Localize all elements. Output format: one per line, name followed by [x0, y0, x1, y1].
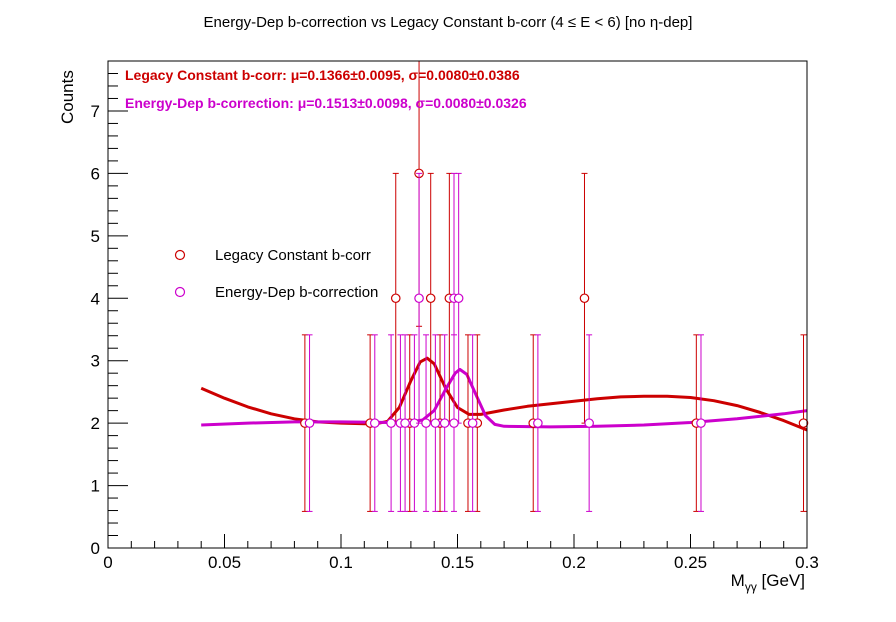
data-point-energy-dep	[369, 418, 380, 428]
x-tick-label-0: 0	[103, 553, 112, 572]
y-tick-label-4: 4	[91, 289, 100, 308]
x-axis-label: Mγγ [GeV]	[731, 571, 805, 594]
legend-marker-legacy	[174, 249, 186, 261]
x-tick-label-5: 0.25	[674, 553, 707, 572]
legend-label-energy-dep: Energy-Dep b-correction	[215, 284, 378, 301]
data-point-energy-dep	[453, 293, 464, 304]
y-axis-label: Counts	[58, 70, 77, 124]
x-tick-label-6: 0.3	[795, 553, 819, 572]
data-point-energy-dep	[430, 418, 441, 428]
legend-label-legacy: Legacy Constant b-corr	[215, 247, 371, 264]
y-tick-label-1: 1	[91, 477, 100, 496]
x-tick-label-4: 0.2	[562, 553, 586, 572]
legend-marker-energy-dep	[174, 286, 186, 298]
y-tick-label-7: 7	[91, 102, 100, 121]
stat-line-energy-dep: Energy-Dep b-correction: μ=0.1513±0.0098…	[125, 95, 527, 111]
data-point-energy-dep	[400, 418, 410, 428]
plot-frame	[107, 60, 808, 549]
data-point-energy-dep	[304, 418, 315, 428]
data-point-energy-dep	[449, 418, 459, 428]
data-point-energy-dep	[467, 418, 478, 428]
y-tick-label-6: 6	[91, 164, 100, 183]
data-point-energy-dep	[533, 418, 543, 428]
legend: Legacy Constant b-corr Energy-Dep b-corr…	[174, 247, 378, 301]
y-tick-label-5: 5	[91, 227, 100, 246]
chart-title: Energy-Dep b-correction vs Legacy Consta…	[204, 14, 693, 31]
data-point-energy-dep	[439, 418, 450, 428]
y-tick-label-3: 3	[91, 352, 100, 371]
x-tick-label-1: 0.05	[208, 553, 241, 572]
data-points	[300, 60, 809, 512]
x-tick-label-2: 0.1	[329, 553, 353, 572]
stat-line-legacy: Legacy Constant b-corr: μ=0.1366±0.0095,…	[125, 67, 520, 83]
data-point-energy-dep	[696, 418, 706, 428]
y-tick-label-0: 0	[91, 539, 100, 558]
axes: 0 0.05 0.1 0.15 0.2 0.25 0.3 0 1 2 3 4 5 6 7	[91, 60, 819, 572]
data-point-legacy	[390, 293, 401, 304]
y-tick-label-2: 2	[91, 414, 100, 433]
data-point-legacy	[798, 418, 809, 428]
data-point-energy-dep	[584, 418, 594, 428]
data-point-energy-dep	[386, 418, 396, 428]
data-point-legacy	[579, 293, 590, 304]
data-point-energy-dep	[421, 418, 431, 428]
x-tick-label-3: 0.15	[441, 553, 474, 572]
data-point-energy-dep	[414, 293, 424, 304]
data-point-legacy	[425, 293, 436, 304]
